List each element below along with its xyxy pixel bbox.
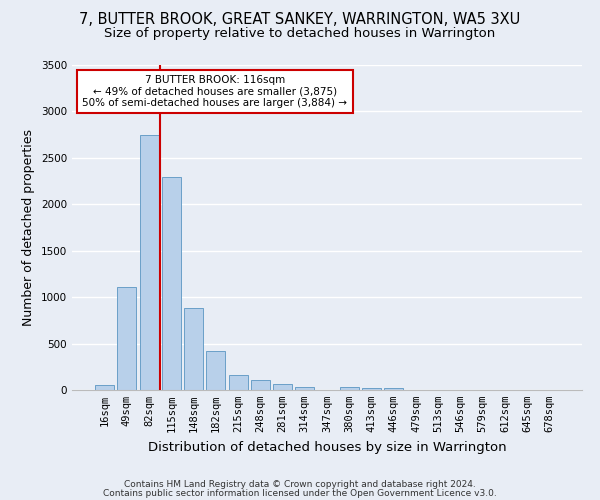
- Bar: [162, 178, 181, 390]
- Text: Contains HM Land Registry data © Crown copyright and database right 2024.: Contains HM Land Registry data © Crown c…: [124, 480, 476, 489]
- Bar: [362, 388, 381, 390]
- Bar: [251, 380, 270, 390]
- Bar: [206, 351, 225, 390]
- Bar: [229, 374, 248, 390]
- X-axis label: Distribution of detached houses by size in Warrington: Distribution of detached houses by size …: [148, 440, 506, 454]
- Text: 7, BUTTER BROOK, GREAT SANKEY, WARRINGTON, WA5 3XU: 7, BUTTER BROOK, GREAT SANKEY, WARRINGTO…: [79, 12, 521, 28]
- Y-axis label: Number of detached properties: Number of detached properties: [22, 129, 35, 326]
- Bar: [95, 385, 114, 390]
- Bar: [140, 134, 158, 390]
- Text: Contains public sector information licensed under the Open Government Licence v3: Contains public sector information licen…: [103, 488, 497, 498]
- Bar: [118, 287, 136, 390]
- Text: Size of property relative to detached houses in Warrington: Size of property relative to detached ho…: [104, 28, 496, 40]
- Bar: [384, 388, 403, 390]
- Text: 7 BUTTER BROOK: 116sqm
← 49% of detached houses are smaller (3,875)
50% of semi-: 7 BUTTER BROOK: 116sqm ← 49% of detached…: [82, 74, 347, 108]
- Bar: [273, 384, 292, 390]
- Bar: [184, 308, 203, 390]
- Bar: [295, 387, 314, 390]
- Bar: [340, 387, 359, 390]
